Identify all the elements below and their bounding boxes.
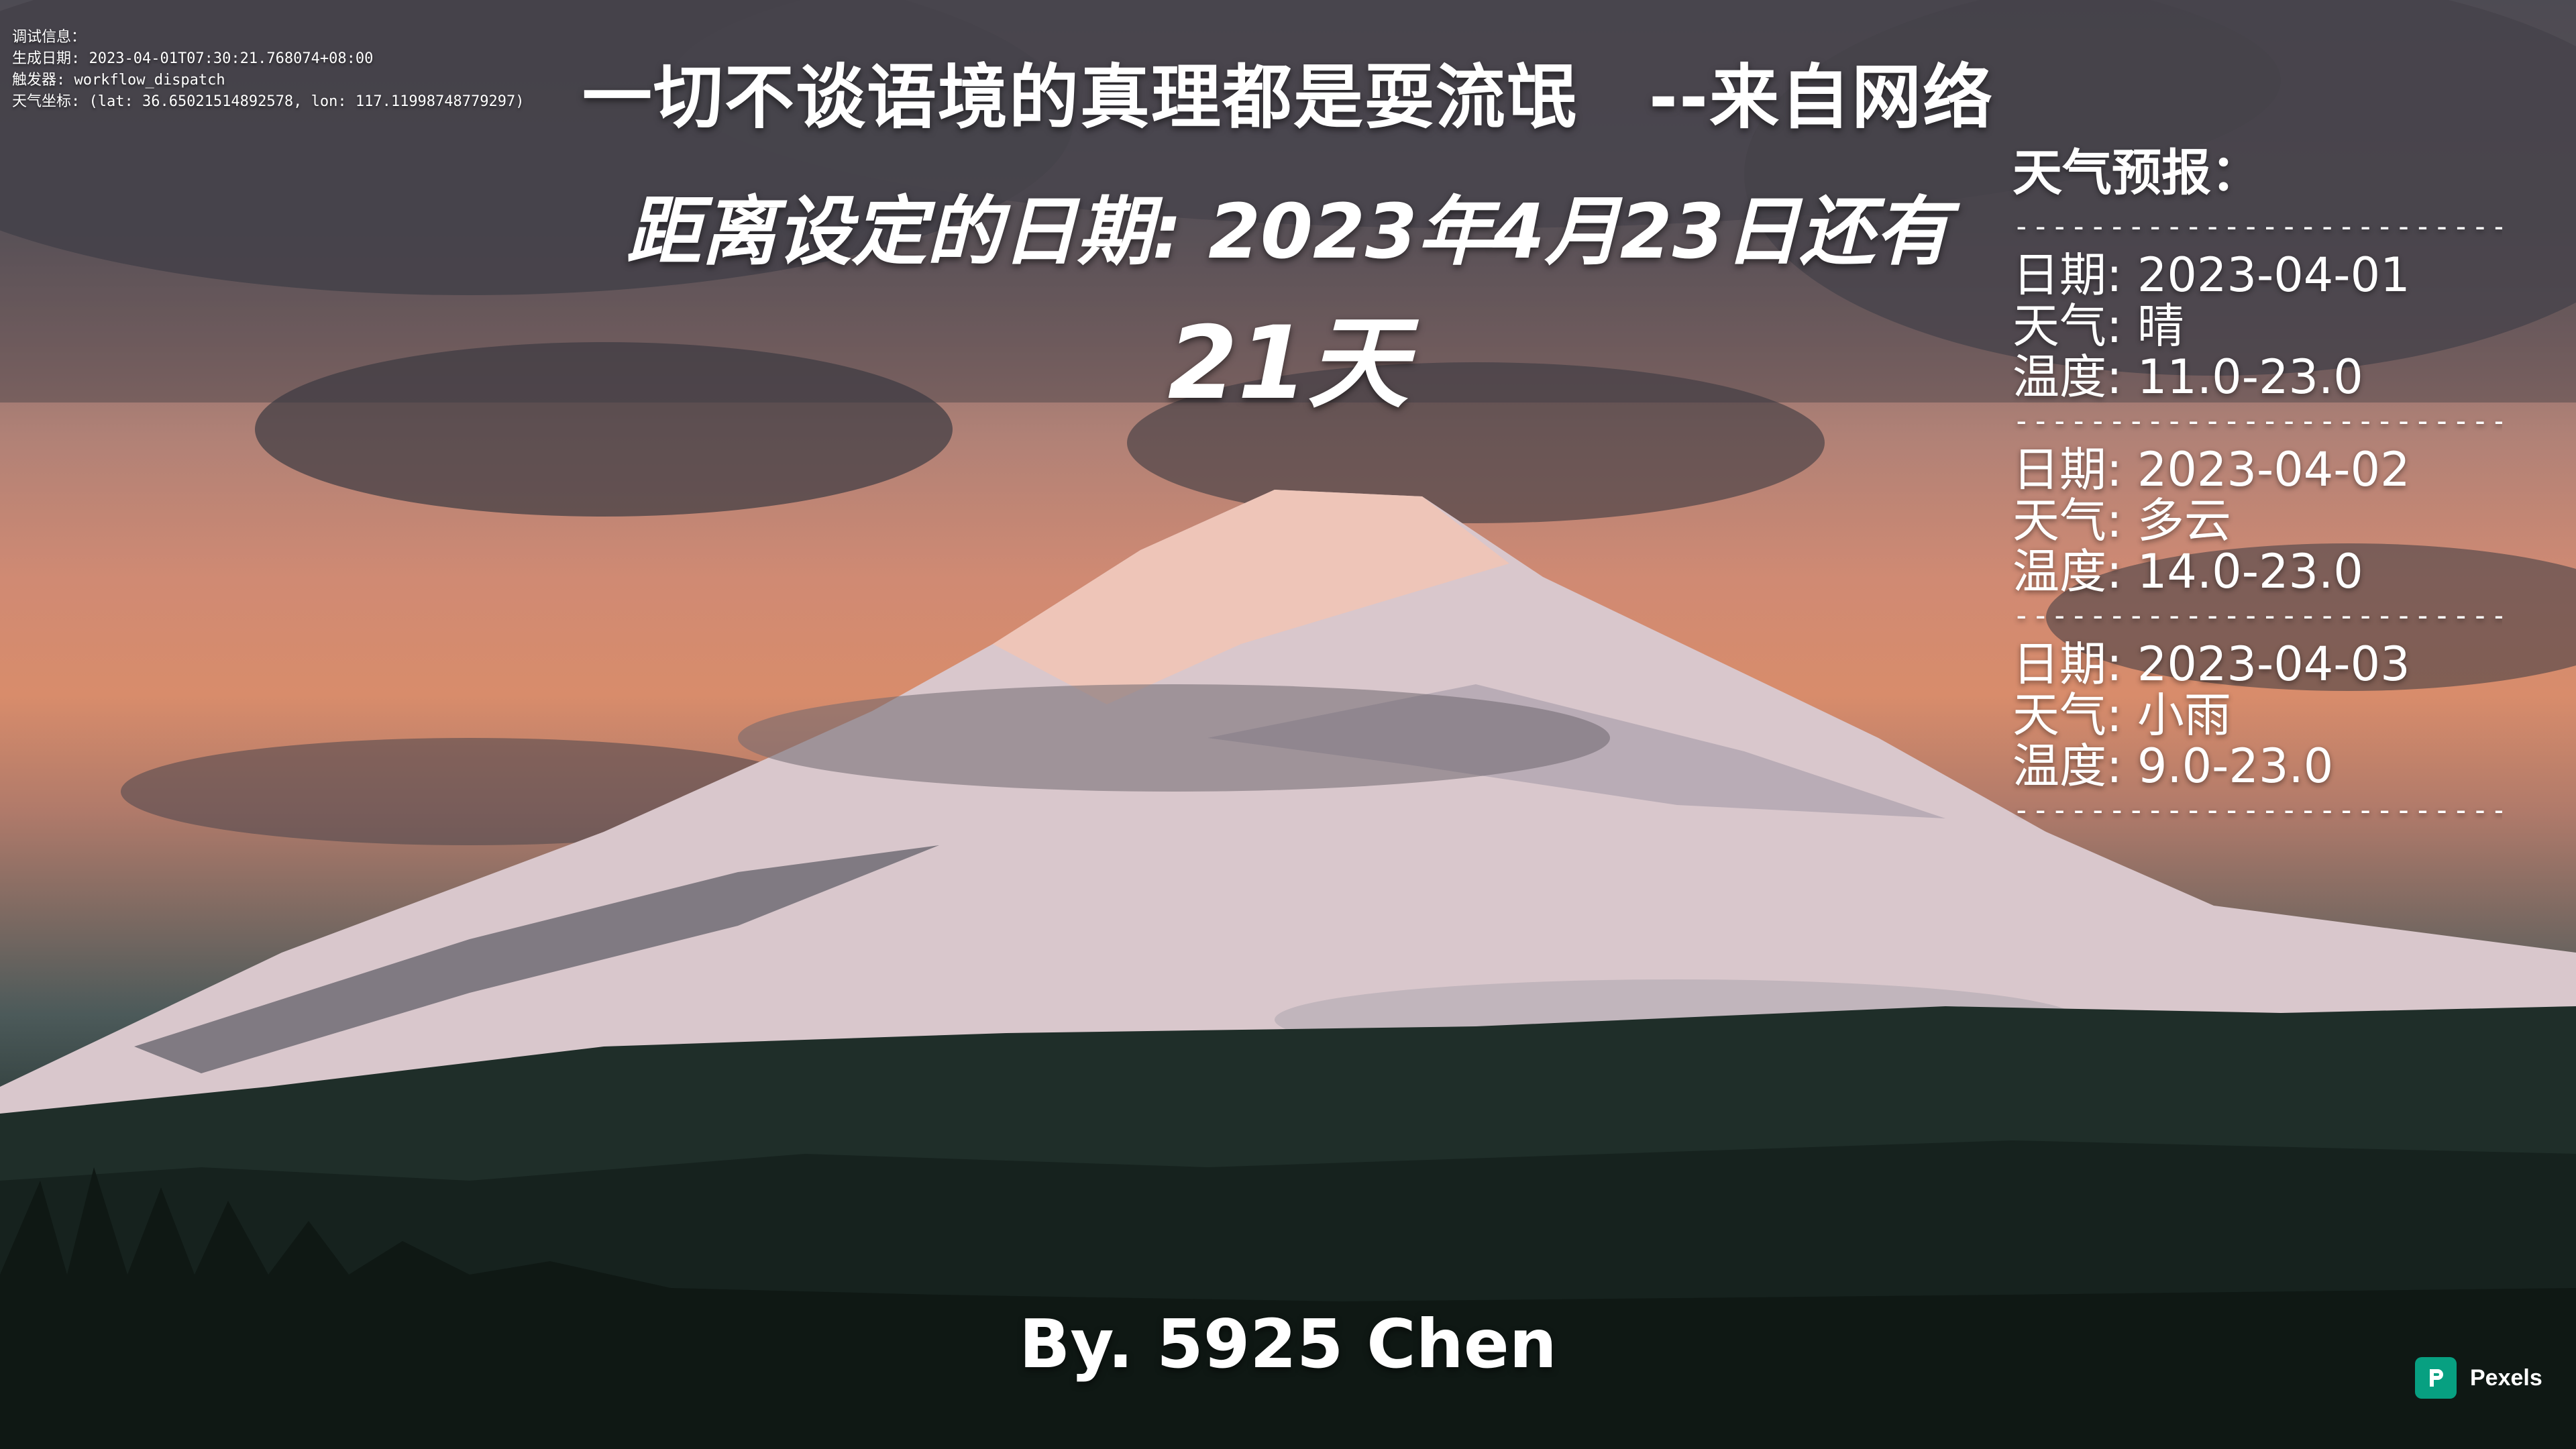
- pexels-label: Pexels: [2470, 1364, 2542, 1391]
- debug-title: 调试信息：: [12, 29, 87, 46]
- weather-date: 日期: 2023-04-01: [2012, 248, 2410, 303]
- weather-forecast-panel: 天气预报： ------------------------------ 日期:…: [2012, 148, 2502, 833]
- debug-weather-coords: 天气坐标: (lat: 36.65021514892578, lon: 117.…: [12, 93, 525, 110]
- countdown-text: 距离设定的日期: 2023年4月23日还有: [626, 189, 1950, 276]
- weather-title: 天气预报：: [2012, 144, 2261, 202]
- weather-condition: 天气: 小雨: [2012, 688, 2231, 743]
- weather-separator: ------------------------------: [2012, 600, 2502, 632]
- countdown-days: 21天: [1167, 305, 1409, 422]
- debug-info: 调试信息： 生成日期: 2023-04-01T07:30:21.768074+0…: [12, 27, 525, 113]
- weather-temperature: 温度: 9.0-23.0: [2012, 739, 2334, 794]
- quote-text: 一切不谈语境的真理都是耍流氓 --来自网络: [582, 56, 1994, 138]
- weather-day: 日期: 2023-04-03 天气: 小雨 温度: 9.0-23.0: [2012, 639, 2502, 792]
- author-credit: By. 5925 Chen: [1019, 1305, 1557, 1383]
- weather-day: 日期: 2023-04-02 天气: 多云 温度: 14.0-23.0: [2012, 444, 2502, 597]
- top-overlay-band: [0, 0, 2576, 402]
- weather-date: 日期: 2023-04-02: [2012, 442, 2410, 497]
- weather-separator: ------------------------------: [2012, 211, 2502, 243]
- pexels-logo-icon: [2415, 1357, 2457, 1399]
- weather-day: 日期: 2023-04-01 天气: 晴 温度: 11.0-23.0: [2012, 250, 2502, 402]
- debug-generated-date: 生成日期: 2023-04-01T07:30:21.768074+08:00: [12, 50, 374, 67]
- weather-date: 日期: 2023-04-03: [2012, 637, 2410, 692]
- weather-separator: ------------------------------: [2012, 405, 2502, 437]
- weather-condition: 天气: 晴: [2012, 299, 2184, 354]
- weather-temperature: 温度: 11.0-23.0: [2012, 350, 2363, 405]
- pexels-watermark: Pexels: [2415, 1356, 2542, 1399]
- weather-condition: 天气: 多云: [2012, 493, 2231, 548]
- debug-trigger: 触发器: workflow_dispatch: [12, 72, 225, 89]
- weather-temperature: 温度: 14.0-23.0: [2012, 544, 2363, 599]
- weather-separator: ------------------------------: [2012, 794, 2502, 826]
